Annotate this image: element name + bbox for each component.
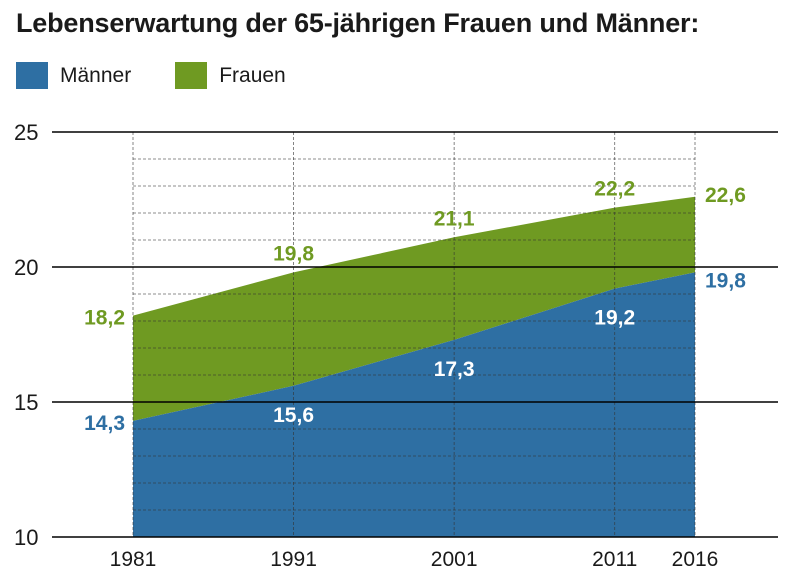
data-label-frauen: 18,2 xyxy=(84,307,125,330)
data-label-frauen: 19,8 xyxy=(273,242,314,265)
area-frauen xyxy=(133,196,695,421)
data-label-frauen: 22,2 xyxy=(594,178,635,201)
chart-title: Lebenserwartung der 65-jährigen Frauen u… xyxy=(16,8,700,38)
area-maenner xyxy=(133,272,695,537)
data-label-maenner: 19,8 xyxy=(705,269,746,292)
legend-item-maenner: Männer xyxy=(16,62,131,89)
legend-swatch-maenner xyxy=(16,62,48,89)
data-label-maenner: 19,2 xyxy=(594,307,635,330)
y-tick-label: 20 xyxy=(14,255,38,280)
data-label-frauen: 22,6 xyxy=(705,184,746,207)
legend-swatch-frauen xyxy=(175,62,208,89)
legend-item-frauen: Frauen xyxy=(175,62,286,89)
y-tick-label: 25 xyxy=(14,120,38,145)
x-tick-label: 2016 xyxy=(672,548,719,571)
x-tick-label: 1981 xyxy=(110,548,157,571)
x-tick-label: 2001 xyxy=(431,548,478,571)
legend: Männer Frauen xyxy=(16,62,330,89)
y-tick-label: 10 xyxy=(14,525,38,550)
y-tick-label: 15 xyxy=(14,390,38,415)
legend-label-maenner: Männer xyxy=(60,63,132,87)
data-label-maenner: 17,3 xyxy=(434,358,475,381)
data-label-frauen: 21,1 xyxy=(434,207,475,230)
data-label-maenner: 15,6 xyxy=(273,404,314,427)
x-tick-label: 2011 xyxy=(592,548,637,571)
data-label-maenner: 14,3 xyxy=(84,412,125,435)
legend-label-frauen: Frauen xyxy=(219,63,286,87)
x-tick-label: 1991 xyxy=(270,548,317,571)
